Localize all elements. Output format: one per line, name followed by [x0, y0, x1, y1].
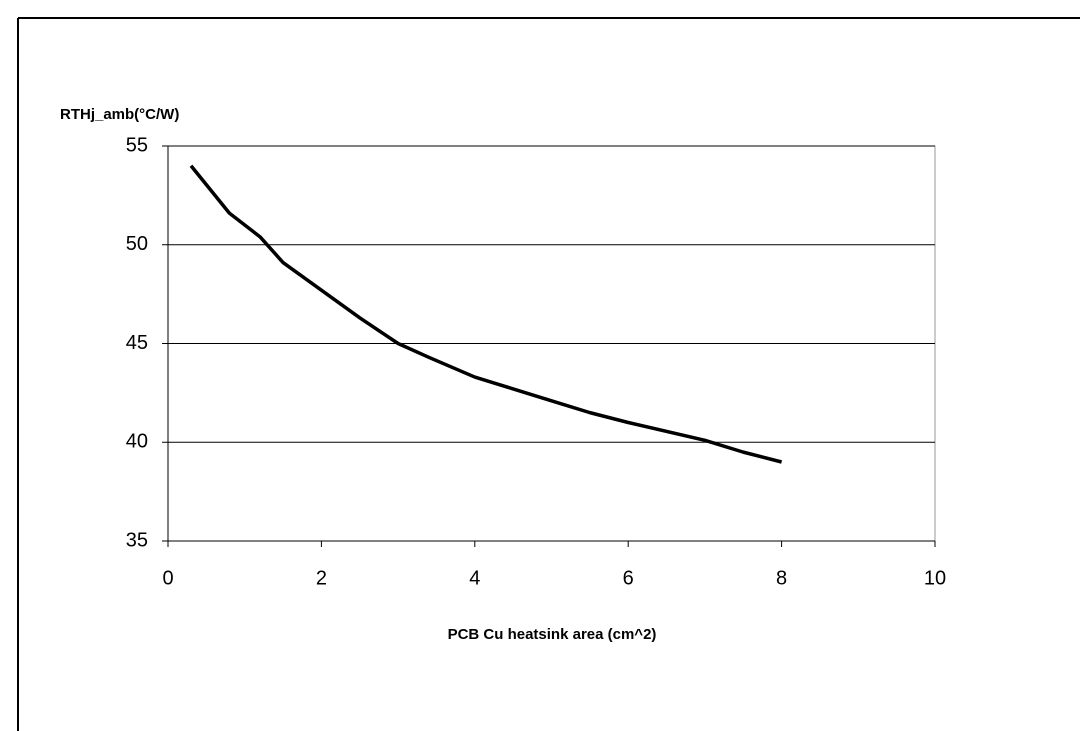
x-tick-label: 10 [924, 567, 946, 589]
x-tick-label: 0 [162, 567, 173, 589]
x-tick-label: 8 [776, 567, 787, 589]
y-tick-label: 50 [126, 233, 148, 255]
x-tick-label: 4 [469, 567, 480, 589]
y-tick-label: 35 [126, 529, 148, 551]
data-line [189, 164, 783, 464]
x-tick-label: 6 [623, 567, 634, 589]
x-tick-label: 2 [316, 567, 327, 589]
y-tick-label: 45 [126, 332, 148, 354]
x-axis-label: PCB Cu heatsink area (cm^2) [448, 626, 657, 643]
y-tick-label: 40 [126, 431, 148, 453]
y-tick-label: 55 [126, 134, 148, 156]
y-axis-label: RTHj_amb(°C/W) [60, 106, 179, 123]
